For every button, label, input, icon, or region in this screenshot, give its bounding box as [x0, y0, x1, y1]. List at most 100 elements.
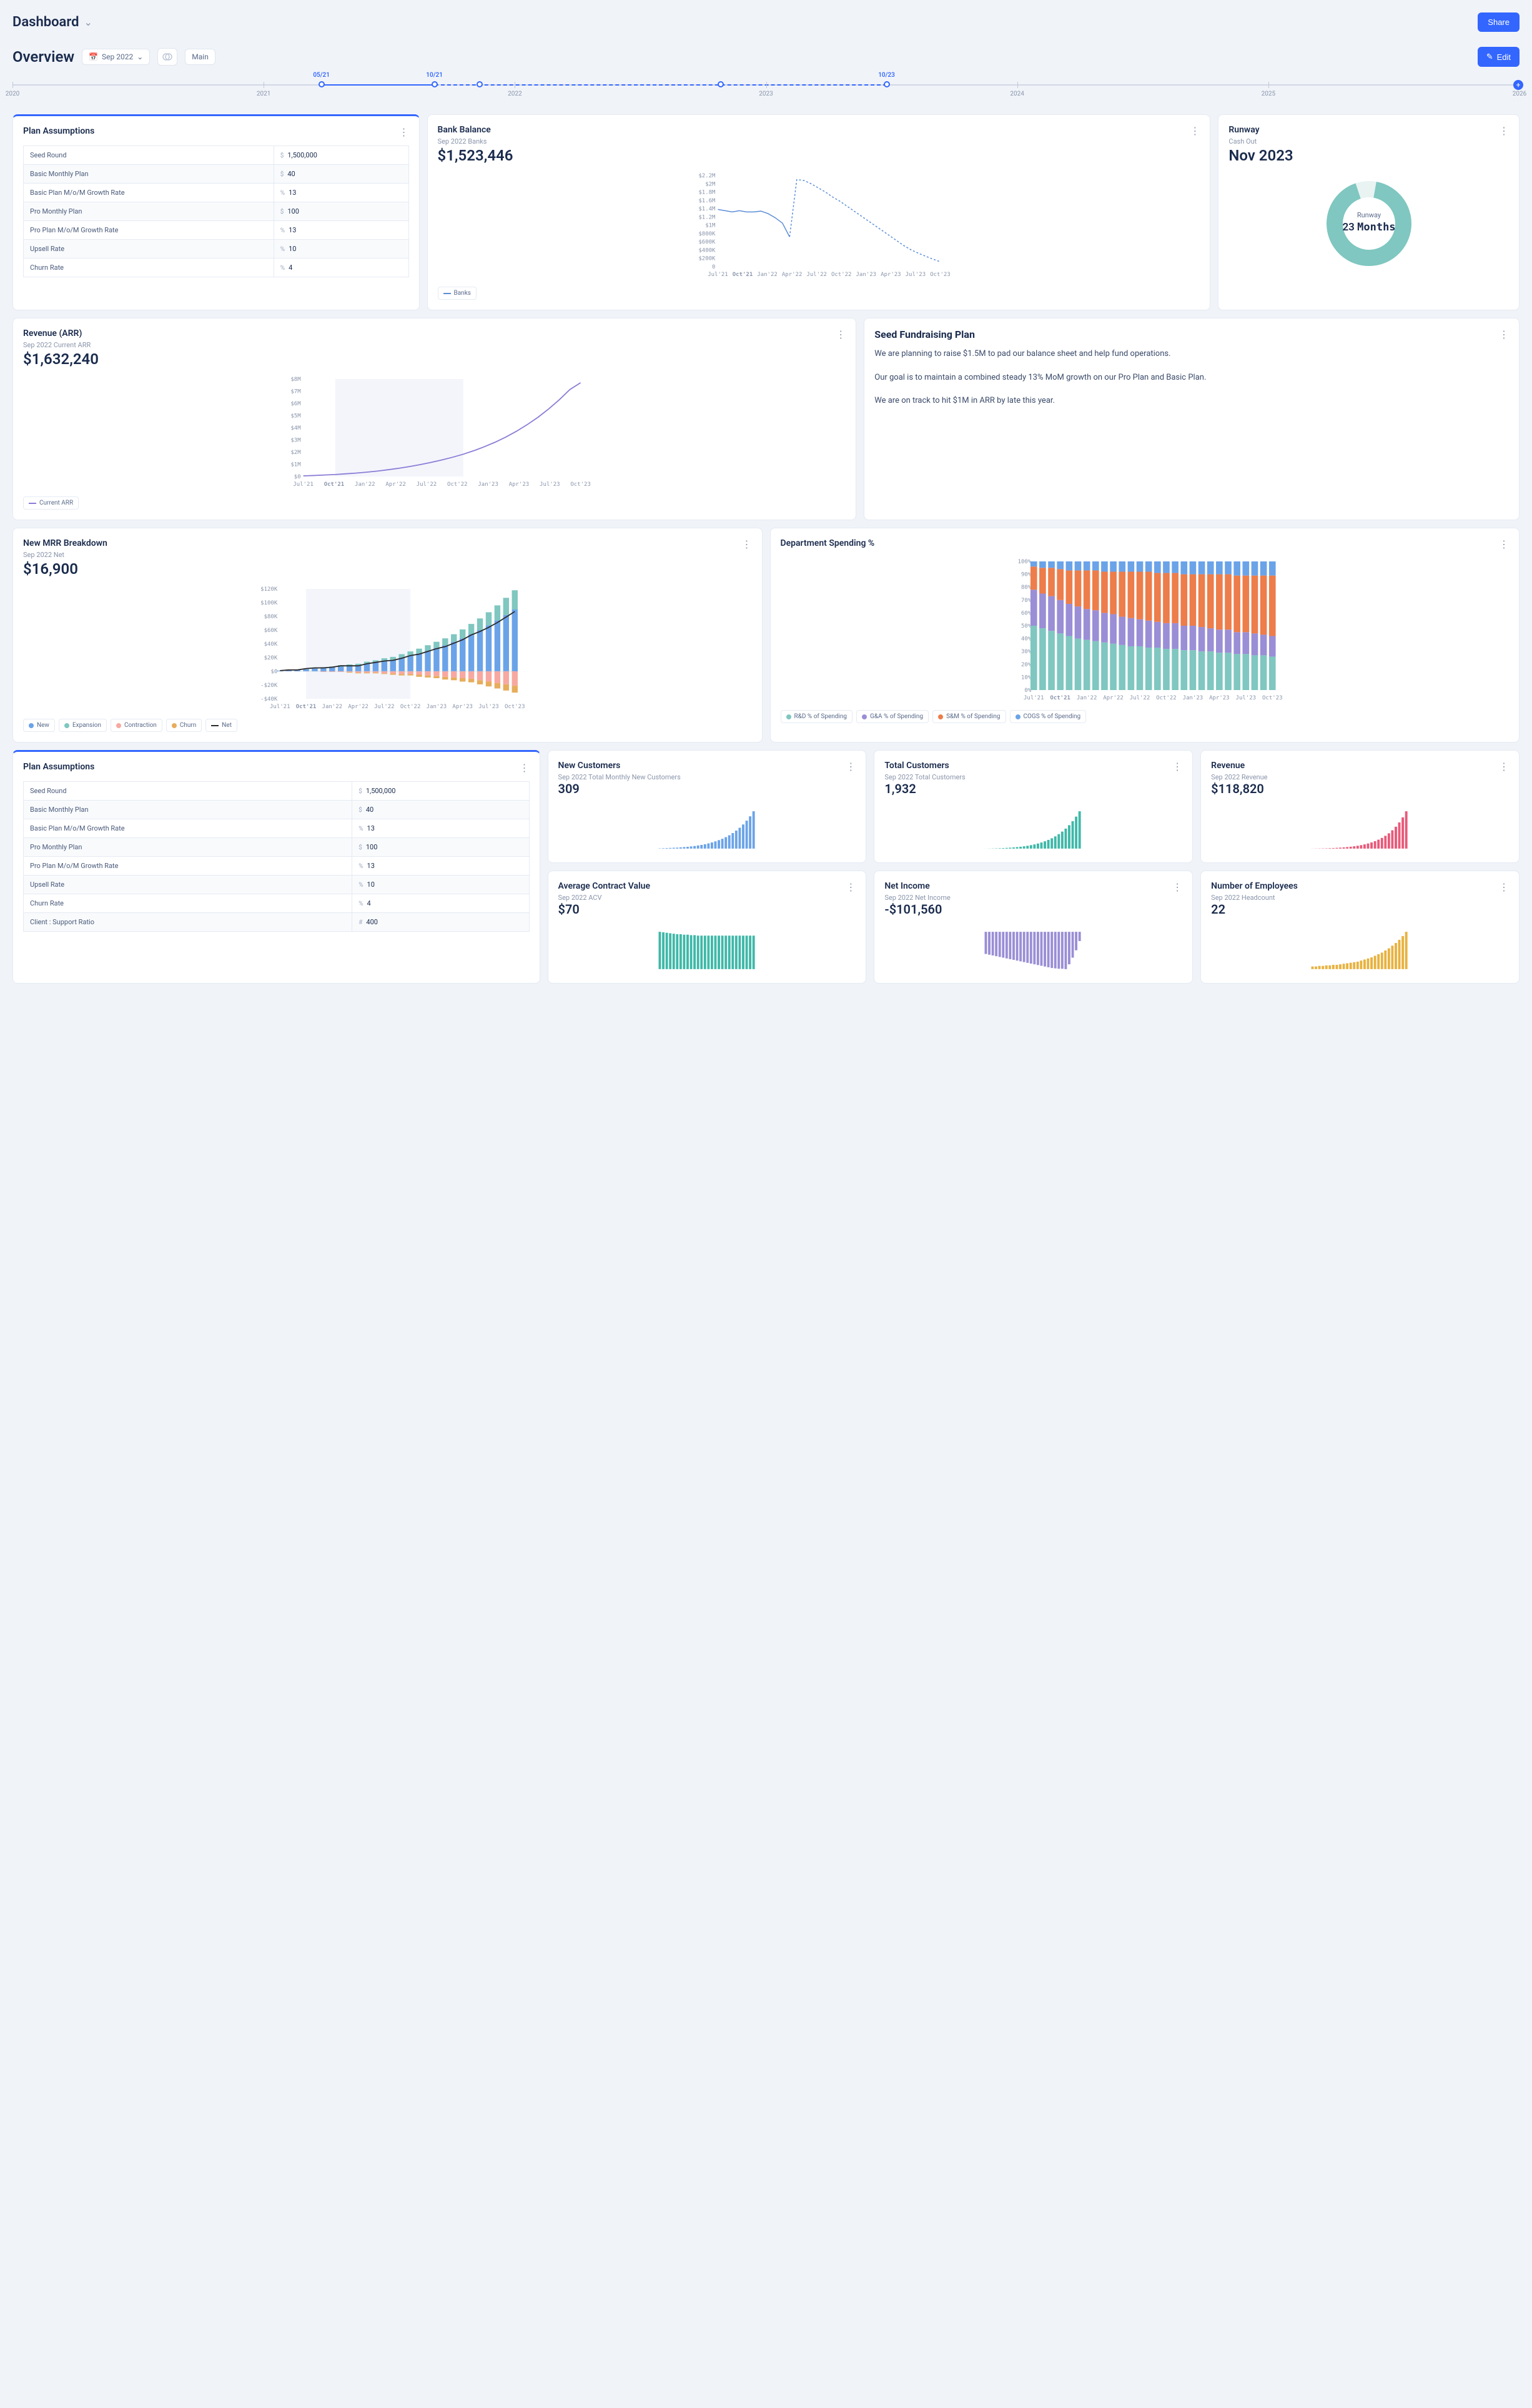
svg-text:70%: 70% — [1021, 598, 1031, 604]
scenario-selector[interactable] — [157, 48, 177, 66]
svg-text:Oct'21: Oct'21 — [296, 704, 317, 710]
dept-chart: 0%10%20%30%40%50%60%70%80%90%100%Jul'21O… — [781, 558, 1510, 701]
mrr-breakdown-card: New MRR Breakdown Sep 2022 Net $16,900 ⋮… — [12, 528, 763, 743]
card-subtitle: Sep 2022 Net — [23, 551, 107, 559]
svg-text:0: 0 — [712, 264, 715, 270]
svg-text:Oct'22: Oct'22 — [831, 272, 851, 278]
more-icon[interactable]: ⋮ — [1190, 125, 1200, 137]
svg-text:$400K: $400K — [698, 247, 716, 254]
card-title: Revenue — [1211, 761, 1267, 771]
svg-text:$4M: $4M — [290, 425, 301, 432]
timeline-node[interactable] — [477, 81, 483, 87]
svg-text:$600K: $600K — [698, 239, 716, 245]
svg-text:Jul'23: Jul'23 — [1235, 695, 1256, 701]
card-title: Number of Employees — [1211, 881, 1298, 891]
svg-text:$1M: $1M — [705, 223, 716, 229]
svg-text:$2M: $2M — [290, 450, 301, 456]
more-icon[interactable]: ⋮ — [1499, 125, 1509, 137]
pencil-icon: ✎ — [1486, 52, 1493, 62]
timeline-node[interactable] — [319, 81, 325, 87]
more-icon[interactable]: ⋮ — [742, 538, 752, 550]
more-icon[interactable]: ⋮ — [1172, 761, 1182, 772]
card-value: $16,900 — [23, 560, 107, 578]
timeline-node[interactable] — [718, 81, 724, 87]
more-icon[interactable]: ⋮ — [1499, 538, 1509, 550]
timeline-add-button[interactable]: + — [1513, 80, 1523, 90]
date-selector[interactable]: 📅 Sep 2022 ⌄ — [82, 49, 150, 65]
timeline-year: 2026 — [1513, 91, 1526, 97]
acv-card: Average Contract Value Sep 2022 ACV$70 ⋮ — [548, 871, 867, 984]
fundraising-card: Seed Fundraising Plan ⋮ We are planning … — [864, 318, 1520, 520]
svg-text:40%: 40% — [1021, 636, 1031, 643]
edit-button[interactable]: ✎ Edit — [1478, 47, 1520, 67]
svg-text:Jul'23: Jul'23 — [905, 272, 926, 278]
assumptions-table: Seed Round$1,500,000Basic Monthly Plan$4… — [23, 146, 409, 277]
net-income-card: Net IncomeSep 2022 Net Income-$101,560⋮ — [874, 871, 1193, 984]
table-row: Client : Support Ratio#400 — [24, 913, 530, 932]
timeline-node[interactable] — [884, 81, 890, 87]
svg-text:10%: 10% — [1021, 674, 1031, 681]
legend-item: COGS % of Spending — [1010, 710, 1087, 723]
svg-text:Oct'23: Oct'23 — [505, 704, 525, 710]
legend-item: S&M % of Spending — [932, 710, 1006, 723]
svg-text:Jul'22: Jul'22 — [806, 272, 827, 278]
svg-text:Oct'22: Oct'22 — [400, 704, 421, 710]
svg-text:Jul'21: Jul'21 — [293, 481, 314, 488]
table-row: Upsell Rate%10 — [24, 240, 409, 259]
card-title: Department Spending % — [781, 538, 875, 548]
card-title: Average Contract Value — [558, 881, 650, 891]
timeline-node-label: 10/21 — [426, 72, 443, 79]
svg-text:Oct'22: Oct'22 — [1156, 695, 1177, 701]
plan-assumptions-card: Plan Assumptions ⋮ Seed Round$1,500,000B… — [12, 114, 420, 310]
svg-text:$8M: $8M — [290, 377, 301, 383]
more-icon[interactable]: ⋮ — [1499, 328, 1509, 340]
more-icon[interactable]: ⋮ — [846, 881, 856, 893]
table-row: Churn Rate%4 — [24, 894, 530, 913]
card-title: Seed Fundraising Plan — [874, 328, 975, 340]
svg-text:Jan'23: Jan'23 — [1182, 695, 1203, 701]
card-title: New Customers — [558, 761, 681, 771]
chevron-down-icon[interactable]: ⌄ — [84, 16, 92, 28]
table-row: Seed Round$1,500,000 — [24, 146, 409, 165]
timeline-year: 2024 — [1010, 91, 1024, 97]
svg-text:Apr'23: Apr'23 — [452, 704, 473, 710]
svg-text:$1.6M: $1.6M — [698, 198, 716, 204]
more-icon[interactable]: ⋮ — [520, 762, 530, 774]
svg-text:$1M: $1M — [290, 462, 301, 468]
card-title: Net Income — [884, 881, 950, 891]
timeline[interactable]: 202020212022202320242025202605/2110/2110… — [12, 77, 1520, 102]
share-button[interactable]: Share — [1478, 12, 1520, 32]
card-subtitle: Sep 2022 Headcount — [1211, 894, 1298, 902]
card-subtitle: Sep 2022 ACV — [558, 894, 650, 902]
more-icon[interactable]: ⋮ — [1499, 881, 1509, 893]
card-title: Total Customers — [884, 761, 965, 771]
svg-text:$1.8M: $1.8M — [698, 190, 716, 196]
tag-main[interactable]: Main — [185, 49, 215, 65]
mini-chart — [884, 810, 1182, 850]
more-icon[interactable]: ⋮ — [1499, 761, 1509, 772]
bank-chart: 0$200K$400K$600K$800K$1M$1.2M$1.4M$1.6M$… — [438, 172, 1200, 278]
more-icon[interactable]: ⋮ — [399, 126, 409, 138]
card-title: Plan Assumptions — [23, 762, 94, 772]
timeline-node[interactable] — [432, 81, 438, 87]
text-paragraph: We are on track to hit $1M in ARR by lat… — [874, 395, 1509, 407]
svg-text:Oct'23: Oct'23 — [930, 272, 951, 278]
svg-text:Apr'22: Apr'22 — [1103, 695, 1124, 701]
svg-text:20%: 20% — [1021, 662, 1031, 668]
more-icon[interactable]: ⋮ — [846, 761, 856, 772]
more-icon[interactable]: ⋮ — [836, 328, 846, 340]
card-value: $70 — [558, 902, 650, 917]
svg-text:$7M: $7M — [290, 389, 301, 395]
svg-text:Apr'22: Apr'22 — [348, 704, 368, 710]
svg-text:Jan'22: Jan'22 — [1076, 695, 1097, 701]
table-row: Upsell Rate%10 — [24, 876, 530, 894]
card-value: $1,523,446 — [438, 147, 513, 164]
more-icon[interactable]: ⋮ — [1172, 881, 1182, 893]
svg-text:$120K: $120K — [260, 586, 278, 593]
legend-item: Contraction — [111, 719, 162, 732]
timeline-node-label: 10/23 — [878, 72, 895, 79]
card-value: $118,820 — [1211, 781, 1267, 796]
mini-chart — [558, 810, 856, 850]
revenue-chart: $0$1M$2M$3M$4M$5M$6M$7M$8MJul'21Oct'21Ja… — [23, 375, 846, 488]
svg-text:$80K: $80K — [264, 614, 278, 620]
